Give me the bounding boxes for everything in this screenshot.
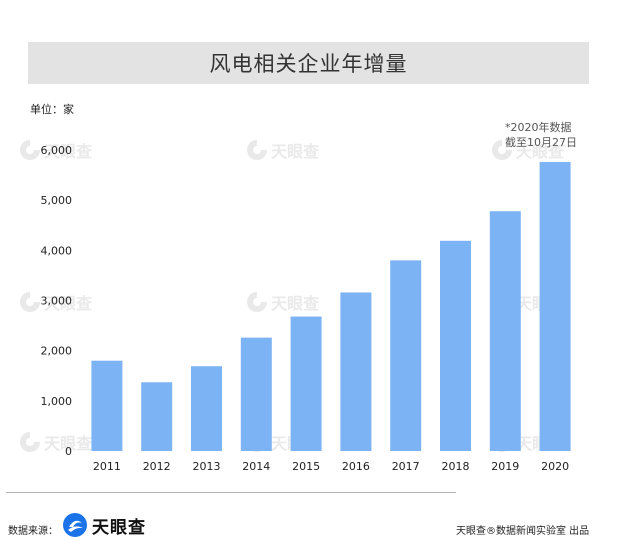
credit-text: 天眼查®数据新闻实验室 出品 [456,526,590,537]
chart-title-band: 风电相关企业年增量 [28,42,589,84]
y-tick-label: 3,000 [41,295,73,308]
y-tick-label: 4,000 [41,244,73,257]
x-tick-label: 2013 [193,460,221,473]
x-tick-label: 2020 [541,460,569,473]
x-tick-label: 2014 [242,460,270,473]
bar-2016 [340,292,372,451]
chart-title: 风电相关企业年增量 [209,52,408,76]
source-logo: 天眼查 [62,512,146,538]
x-tick-label: 2011 [93,460,121,473]
y-tick-label: 5,000 [41,194,73,207]
x-tick-label: 2019 [491,460,519,473]
y-tick-label: 1,000 [41,395,73,408]
data-note-line-1: *2020年数据 [505,121,572,134]
bar-2015 [290,316,322,451]
bar-2019 [489,211,521,451]
bar-2017 [390,260,422,451]
bar-2018 [440,240,471,451]
y-tick-label: 0 [65,445,72,458]
bar-2011 [91,360,123,451]
footer-divider [6,492,456,493]
x-tick-label: 2018 [442,460,470,473]
x-tick-label: 2015 [292,460,320,473]
bar-2013 [191,366,222,451]
bar-2020 [539,162,571,452]
tianyancha-logo-icon [63,513,87,537]
data-note: *2020年数据 截至10月27日 [505,120,577,150]
y-tick-label: 2,000 [41,345,73,358]
bar-2012 [141,382,173,451]
y-tick-label: 6,000 [41,144,73,157]
x-tick-label: 2017 [392,460,420,473]
source-brand: 天眼查 [92,517,146,538]
x-tick-label: 2012 [143,460,171,473]
data-note-line-2: 截至10月27日 [505,136,577,149]
bar-2014 [240,337,272,451]
unit-label: 单位：家 [30,103,74,116]
source-label: 数据来源： [8,526,58,537]
x-tick-label: 2016 [342,460,370,473]
